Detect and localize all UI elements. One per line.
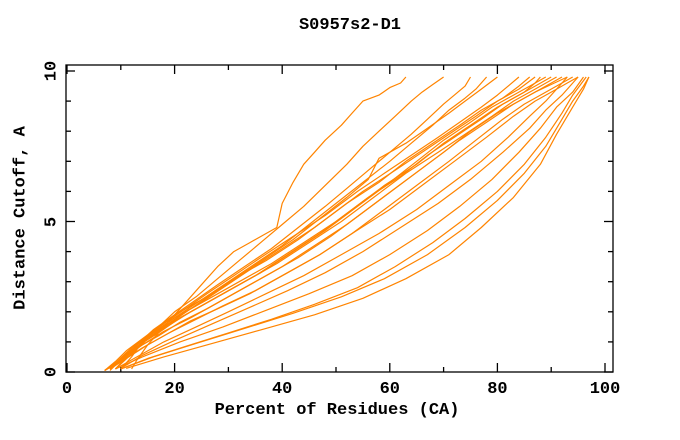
chart-title: S0957s2-D1: [298, 16, 402, 35]
x-axis-label: Percent of Residues (CA): [214, 401, 460, 420]
x-axis-tick-label: 40: [271, 380, 293, 399]
curve-model-01: [131, 76, 407, 370]
curve-model-08: [104, 76, 536, 371]
curve-model-03: [114, 76, 472, 370]
curve-model-05: [114, 76, 498, 370]
curve-model-21: [120, 76, 590, 370]
curve-model-14: [104, 76, 568, 372]
curve-model-11: [109, 76, 552, 370]
y-axis-label: Distance Cutoff, A: [11, 126, 31, 310]
curve-model-06: [104, 76, 520, 371]
plot-frame: [65, 64, 614, 373]
curve-model-17: [115, 76, 568, 370]
y-axis-tick-label: 10: [42, 60, 62, 82]
curve-model-15: [109, 76, 573, 370]
curve-model-19: [115, 76, 584, 370]
curve-model-22: [126, 76, 590, 369]
x-axis-tick-label: 100: [589, 380, 621, 399]
curve-model-16: [104, 76, 579, 372]
y-axis-tick-label: 0: [42, 366, 62, 378]
x-axis-tick-label: 60: [379, 380, 400, 399]
y-axis-tick-label: 5: [42, 216, 62, 227]
x-axis-tick-label: 0: [61, 380, 73, 399]
x-axis-tick-label: 20: [164, 380, 185, 399]
curve-model-10: [104, 76, 547, 372]
x-axis-tick-label: 80: [487, 380, 508, 399]
curve-model-13: [109, 76, 563, 370]
curve-model-20: [120, 76, 587, 370]
curve-model-18: [120, 76, 579, 369]
